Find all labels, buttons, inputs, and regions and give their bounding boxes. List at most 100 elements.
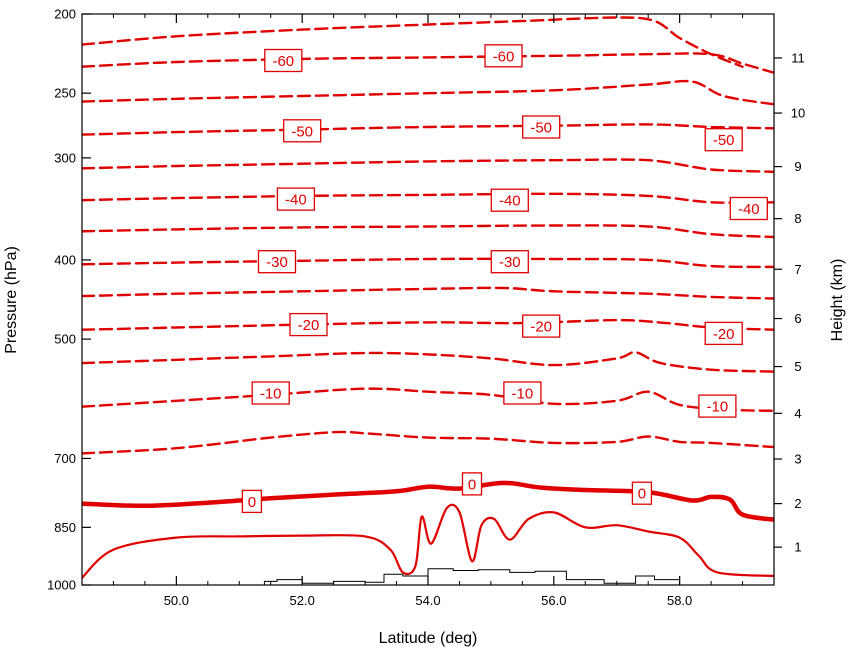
contour-label-text: -50 <box>530 120 552 137</box>
contour-label-text: -60 <box>272 53 294 70</box>
contour-line-minus55 <box>82 79 774 106</box>
contour-label-text: -40 <box>285 192 307 209</box>
contour-label-text: -20 <box>530 319 552 336</box>
x-tick-label: 58.0 <box>667 593 692 608</box>
height-tick-label: 5 <box>794 359 801 374</box>
pressure-tick-label: 500 <box>54 332 76 347</box>
axes-layer: 50.0 52.0 54.0 56.0 58.020025030040050070085… <box>47 7 805 609</box>
contour-label: -40 <box>490 188 529 212</box>
height-tick-label: 4 <box>794 406 801 421</box>
contour-label-text: -20 <box>713 326 735 343</box>
contour-label-text: 0 <box>638 486 646 503</box>
contour-label-box <box>631 481 653 505</box>
contour-label-box <box>251 381 290 405</box>
contour-label-text: -10 <box>260 386 282 403</box>
contour-line-minus25 <box>82 286 774 300</box>
contour-line-minus20 <box>82 318 774 331</box>
contour-line-minus40 <box>82 192 774 204</box>
contour-line-minus30 <box>82 257 774 269</box>
contour-label-text: -50 <box>713 132 735 149</box>
contour-line-minus50 <box>82 123 774 136</box>
contour-label-box <box>283 119 322 143</box>
contour-label: 0 <box>631 481 653 505</box>
contour-line-minus45 <box>82 158 774 173</box>
pressure-tick-label: 850 <box>54 520 76 535</box>
x-tick-label: 50.0 <box>164 593 189 608</box>
x-tick-label: 54.0 <box>415 593 440 608</box>
contour-label-box <box>264 48 303 73</box>
contour-line-5 <box>82 503 774 579</box>
contour-label-box <box>503 381 542 405</box>
contour-label: -50 <box>704 128 743 152</box>
contour-label-text: -10 <box>707 399 729 416</box>
contour-label-text: -50 <box>291 123 313 140</box>
contour-label-text: 0 <box>248 494 256 511</box>
x-tick-label: 52.0 <box>290 593 315 608</box>
height-tick-label: 7 <box>794 262 801 277</box>
pressure-tick-label: 400 <box>54 252 76 267</box>
contour-label: -10 <box>503 381 542 405</box>
contour-line-minus15 <box>82 351 774 373</box>
contour-label-box <box>276 187 316 211</box>
height-tick-label: 8 <box>794 211 801 226</box>
contour-line-minus65 <box>82 16 744 68</box>
contour-label: -10 <box>251 381 290 405</box>
contour-label: -10 <box>698 394 737 418</box>
contour-line-minus10 <box>82 387 774 412</box>
contour-label-layer: -60 -60 -50 -50 -50 -40 -40 -40 -30 -30 -20 -20 -20 -… <box>241 44 768 514</box>
pressure-tick-label: 250 <box>54 86 76 101</box>
height-tick-label: 10 <box>791 106 805 121</box>
contour-label-text: -60 <box>493 48 515 65</box>
contour-label-box <box>522 115 561 139</box>
contour-label: -40 <box>729 196 768 221</box>
contour-label-text: -20 <box>298 317 320 334</box>
height-tick-label: 2 <box>794 496 801 511</box>
contour-label: 0 <box>461 472 483 496</box>
x-tick-label: 56.0 <box>541 593 566 608</box>
left-axis-title: Pressure (hPa) <box>3 246 20 354</box>
height-tick-label: 1 <box>794 540 801 555</box>
contour-label-box <box>704 128 743 152</box>
contour-label: -20 <box>704 321 743 346</box>
height-tick-label: 3 <box>794 452 801 467</box>
contour-label-text: 0 <box>468 476 476 493</box>
x-axis-title: Latitude (deg) <box>379 630 478 647</box>
contour-label: -20 <box>522 314 561 338</box>
contour-label: -40 <box>276 187 316 211</box>
contour-label-box <box>289 312 328 337</box>
contour-label: -50 <box>283 119 322 143</box>
contour-label: -50 <box>522 115 561 139</box>
pressure-tick-label: 1000 <box>47 578 76 593</box>
right-axis-title: Height (km) <box>829 259 846 342</box>
contour-label-box <box>484 44 523 68</box>
contour-label-box <box>490 188 529 212</box>
contour-label: 0 <box>241 489 263 514</box>
contour-label-text: -30 <box>499 254 521 271</box>
contour-label: -30 <box>257 250 297 274</box>
contour-layer <box>82 16 774 579</box>
pressure-tick-label: 300 <box>54 150 76 165</box>
contour-label-box <box>729 196 768 221</box>
terrain-outline <box>263 568 681 585</box>
contour-label-text: -40 <box>738 201 760 218</box>
contour-label-text: -40 <box>499 193 521 210</box>
contour-line-minus5 <box>82 430 774 455</box>
height-tick-label: 9 <box>794 159 801 174</box>
contour-label-box <box>522 314 561 338</box>
contour-label-text: -30 <box>266 254 288 271</box>
contour-label-box <box>704 321 743 346</box>
contour-label: -60 <box>484 44 523 68</box>
pressure-tick-label: 700 <box>54 451 76 466</box>
contour-label-box <box>461 472 483 496</box>
contour-label: -60 <box>264 48 303 73</box>
terrain-layer <box>263 568 681 585</box>
contour-label-box <box>698 394 737 418</box>
contour-line-minus35 <box>82 224 774 239</box>
pressure-tick-label: 200 <box>54 7 76 22</box>
height-tick-label: 11 <box>791 50 805 65</box>
height-tick-label: 6 <box>794 311 801 326</box>
contour-label: -30 <box>490 250 529 274</box>
contour-label: -20 <box>289 312 328 337</box>
contour-label-box <box>257 250 297 274</box>
